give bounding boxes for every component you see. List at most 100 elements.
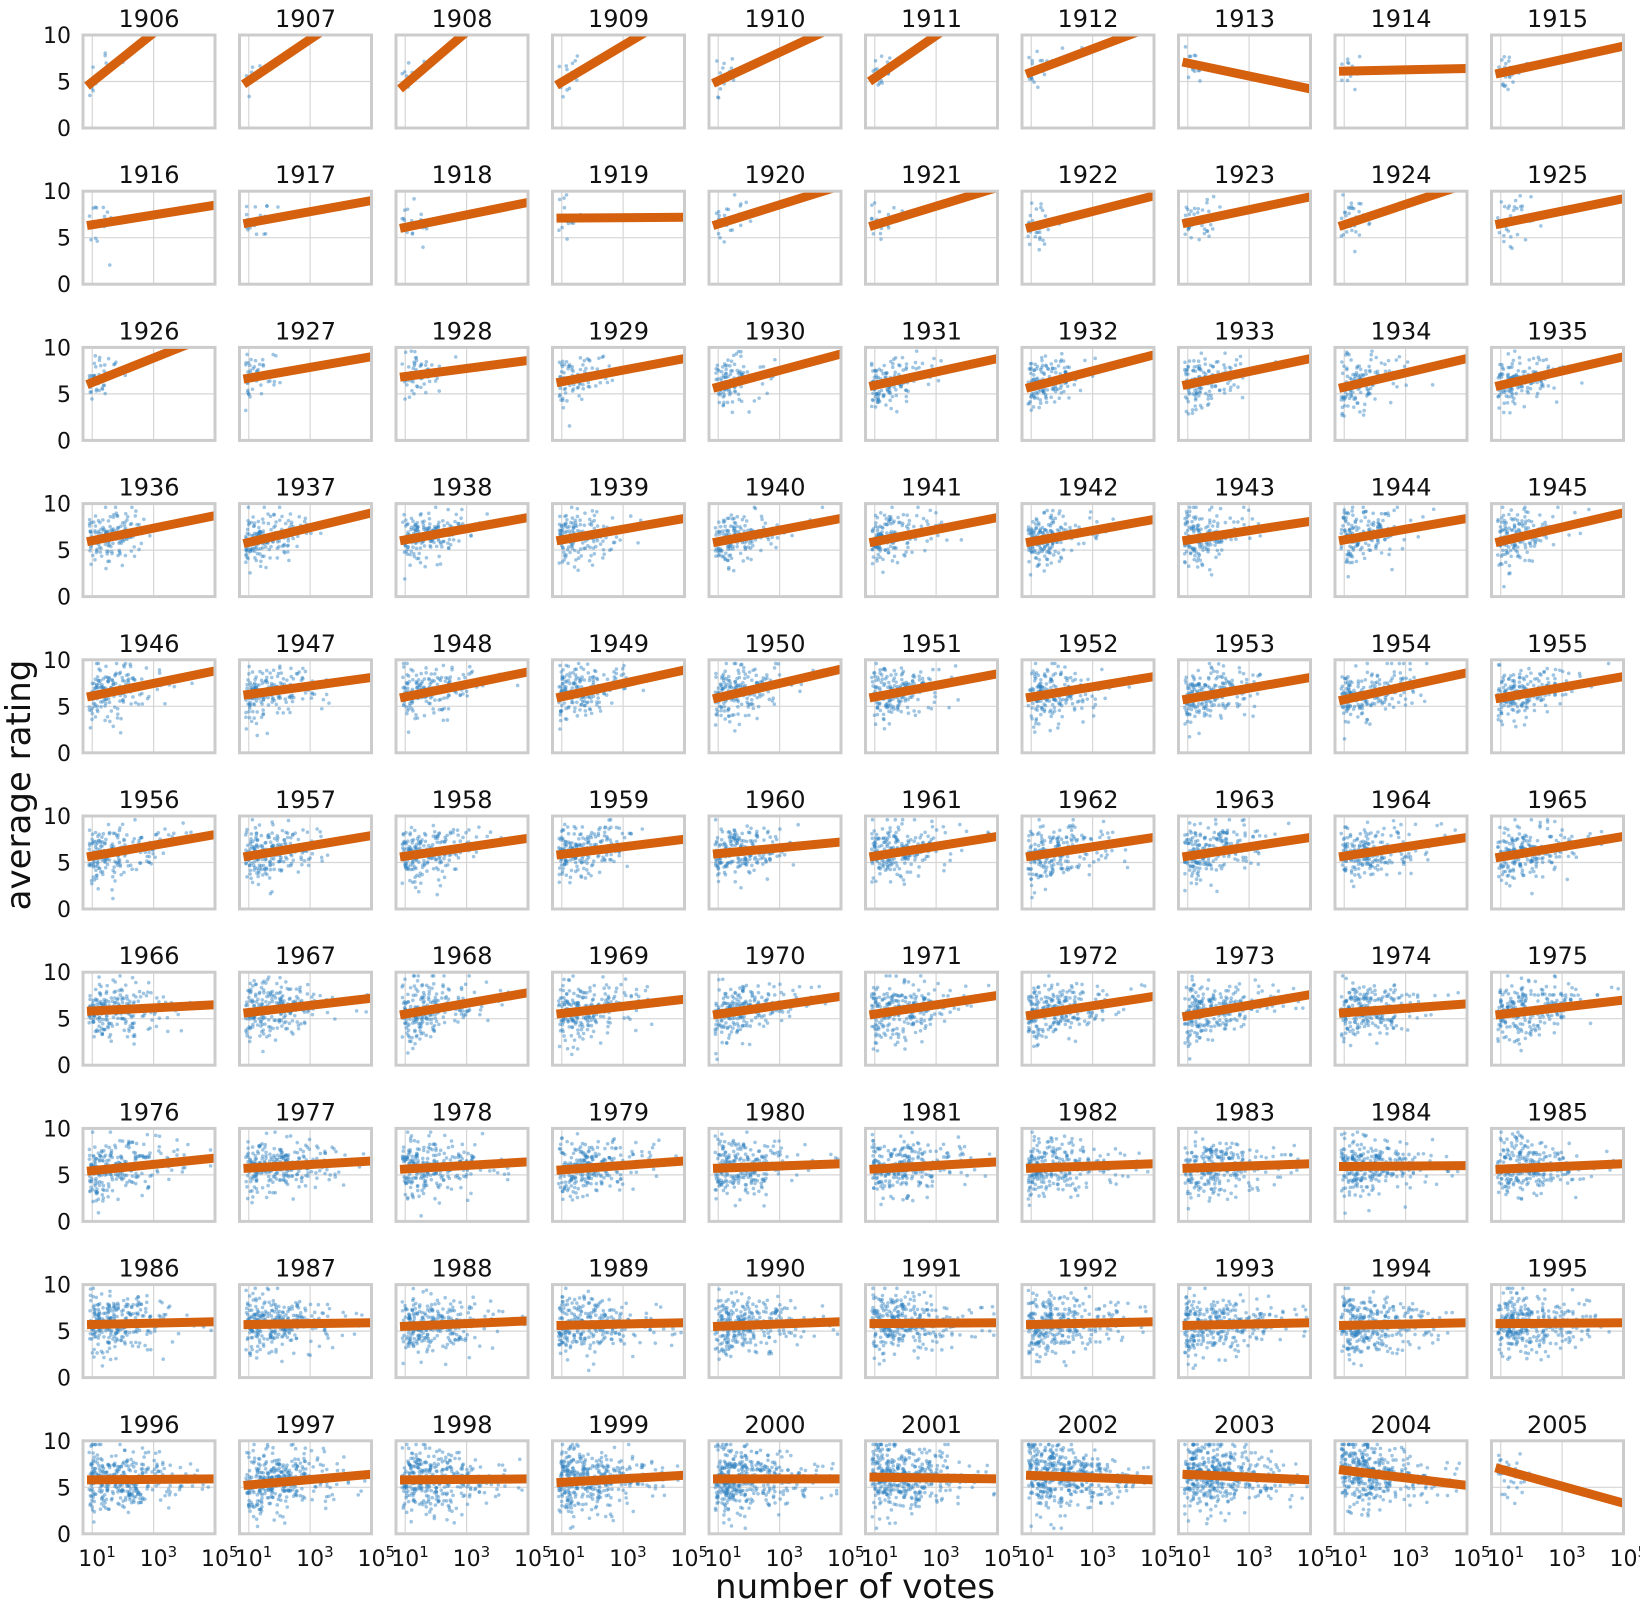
data-point [276, 205, 280, 209]
data-point [252, 521, 257, 525]
data-point [283, 551, 287, 555]
data-point [598, 709, 603, 713]
data-point [1353, 249, 1357, 254]
data-point [410, 231, 415, 235]
data-point [727, 714, 731, 718]
data-point [743, 546, 748, 550]
data-point [445, 676, 450, 681]
data-point [1499, 520, 1504, 524]
data-point [1049, 714, 1054, 719]
data-point [1193, 553, 1197, 558]
data-point [113, 362, 117, 366]
data-point [1498, 561, 1503, 566]
data-point [1509, 394, 1514, 399]
data-point [886, 550, 891, 555]
data-point [258, 552, 262, 556]
data-point [1207, 209, 1211, 214]
data-point [1082, 541, 1086, 546]
data-point [1209, 505, 1214, 510]
data-point [1229, 366, 1233, 370]
data-point [247, 672, 251, 676]
data-point [415, 528, 420, 532]
data-point [871, 398, 875, 403]
panel-1930: 1930 [707, 317, 843, 442]
panel-title: 1911 [901, 5, 962, 33]
data-point [1516, 386, 1520, 390]
data-point [1190, 411, 1195, 416]
data-point [739, 399, 744, 404]
data-point [1507, 75, 1512, 80]
data-point [1050, 366, 1055, 371]
data-point [870, 561, 875, 566]
data-point [1034, 721, 1038, 726]
data-point [889, 529, 894, 534]
data-point [732, 362, 737, 367]
data-point [1076, 542, 1081, 546]
panel-frame [707, 502, 843, 599]
data-point [888, 390, 892, 395]
data-point [1034, 525, 1039, 530]
data-point [1348, 376, 1353, 380]
fit-group-1916 [86, 200, 215, 231]
data-point [130, 676, 135, 681]
data-point [573, 673, 578, 677]
data-point [106, 679, 110, 683]
data-point [97, 545, 102, 550]
data-point [128, 522, 133, 527]
data-point [88, 529, 93, 534]
data-point [610, 701, 614, 705]
data-point [1030, 218, 1035, 223]
data-point [252, 681, 257, 685]
data-point [271, 352, 275, 357]
data-point [1187, 509, 1192, 514]
data-point [933, 694, 937, 699]
data-point [559, 398, 563, 402]
data-point [740, 517, 745, 522]
data-point [255, 733, 260, 738]
data-point [1354, 230, 1358, 234]
data-point [1504, 531, 1509, 535]
data-point [1223, 366, 1227, 370]
data-point [1523, 525, 1528, 530]
data-point [1194, 391, 1198, 396]
data-point [102, 527, 106, 531]
data-point [1029, 378, 1034, 383]
data-point [1197, 237, 1201, 242]
data-point [894, 672, 898, 677]
data-point [1207, 369, 1211, 374]
data-point [888, 398, 892, 403]
data-point [246, 547, 250, 551]
data-point [121, 539, 125, 543]
points-1945 [1496, 505, 1591, 589]
panel-title: 1922 [1057, 161, 1118, 189]
data-point [1026, 234, 1030, 239]
data-point [1195, 526, 1200, 530]
data-point [261, 520, 266, 525]
data-point [1049, 708, 1053, 713]
y-tick-label: 10 [43, 493, 71, 518]
data-point [1402, 364, 1407, 369]
data-point [898, 520, 902, 525]
panel-frame [1020, 33, 1156, 130]
data-point [406, 522, 410, 526]
data-point [1051, 553, 1056, 557]
data-point [1528, 544, 1533, 548]
data-point [790, 533, 794, 538]
data-point [1371, 523, 1376, 527]
data-point [1214, 540, 1219, 545]
data-point [1029, 531, 1034, 536]
data-point [889, 710, 894, 715]
data-point [248, 700, 253, 705]
data-point [1111, 517, 1115, 521]
data-point [93, 558, 97, 562]
data-point [735, 514, 740, 519]
data-point [447, 546, 451, 551]
data-point [89, 530, 93, 535]
data-point [309, 531, 313, 536]
data-point [250, 546, 255, 551]
data-point [877, 390, 881, 394]
data-point [598, 542, 603, 546]
data-point [439, 542, 443, 546]
data-point [592, 526, 597, 531]
